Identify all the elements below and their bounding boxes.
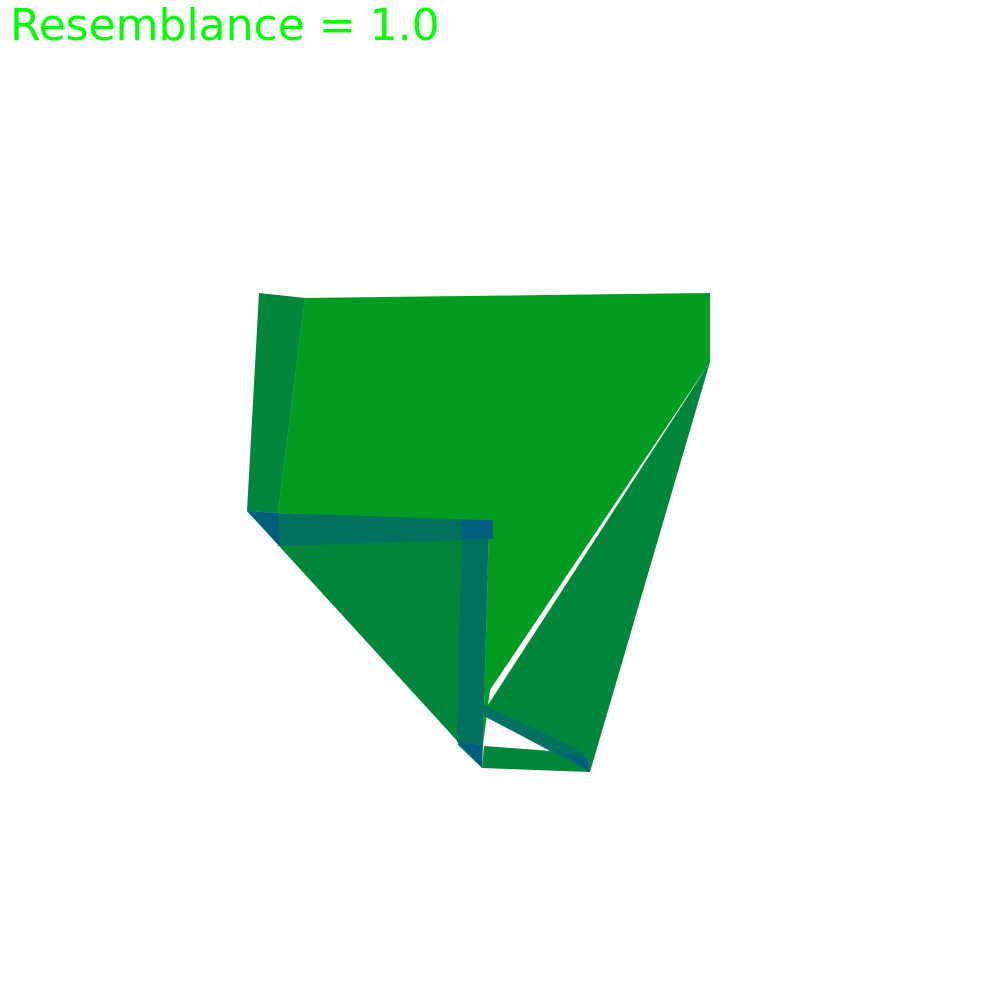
horizontal-fold-edge <box>275 513 493 546</box>
front-face <box>278 293 710 745</box>
right-corner <box>560 752 590 772</box>
left-corner <box>247 511 280 546</box>
right-flap <box>486 362 710 772</box>
diagonal-fold-edge <box>484 705 590 772</box>
bottom-left-flap <box>247 511 482 768</box>
resemblance-score: Resemblance = 1.0 <box>10 0 440 51</box>
bottom-corner <box>458 742 483 768</box>
fold-corner <box>462 520 493 539</box>
vertical-fold-edge <box>457 522 489 745</box>
left-flap <box>247 293 305 513</box>
